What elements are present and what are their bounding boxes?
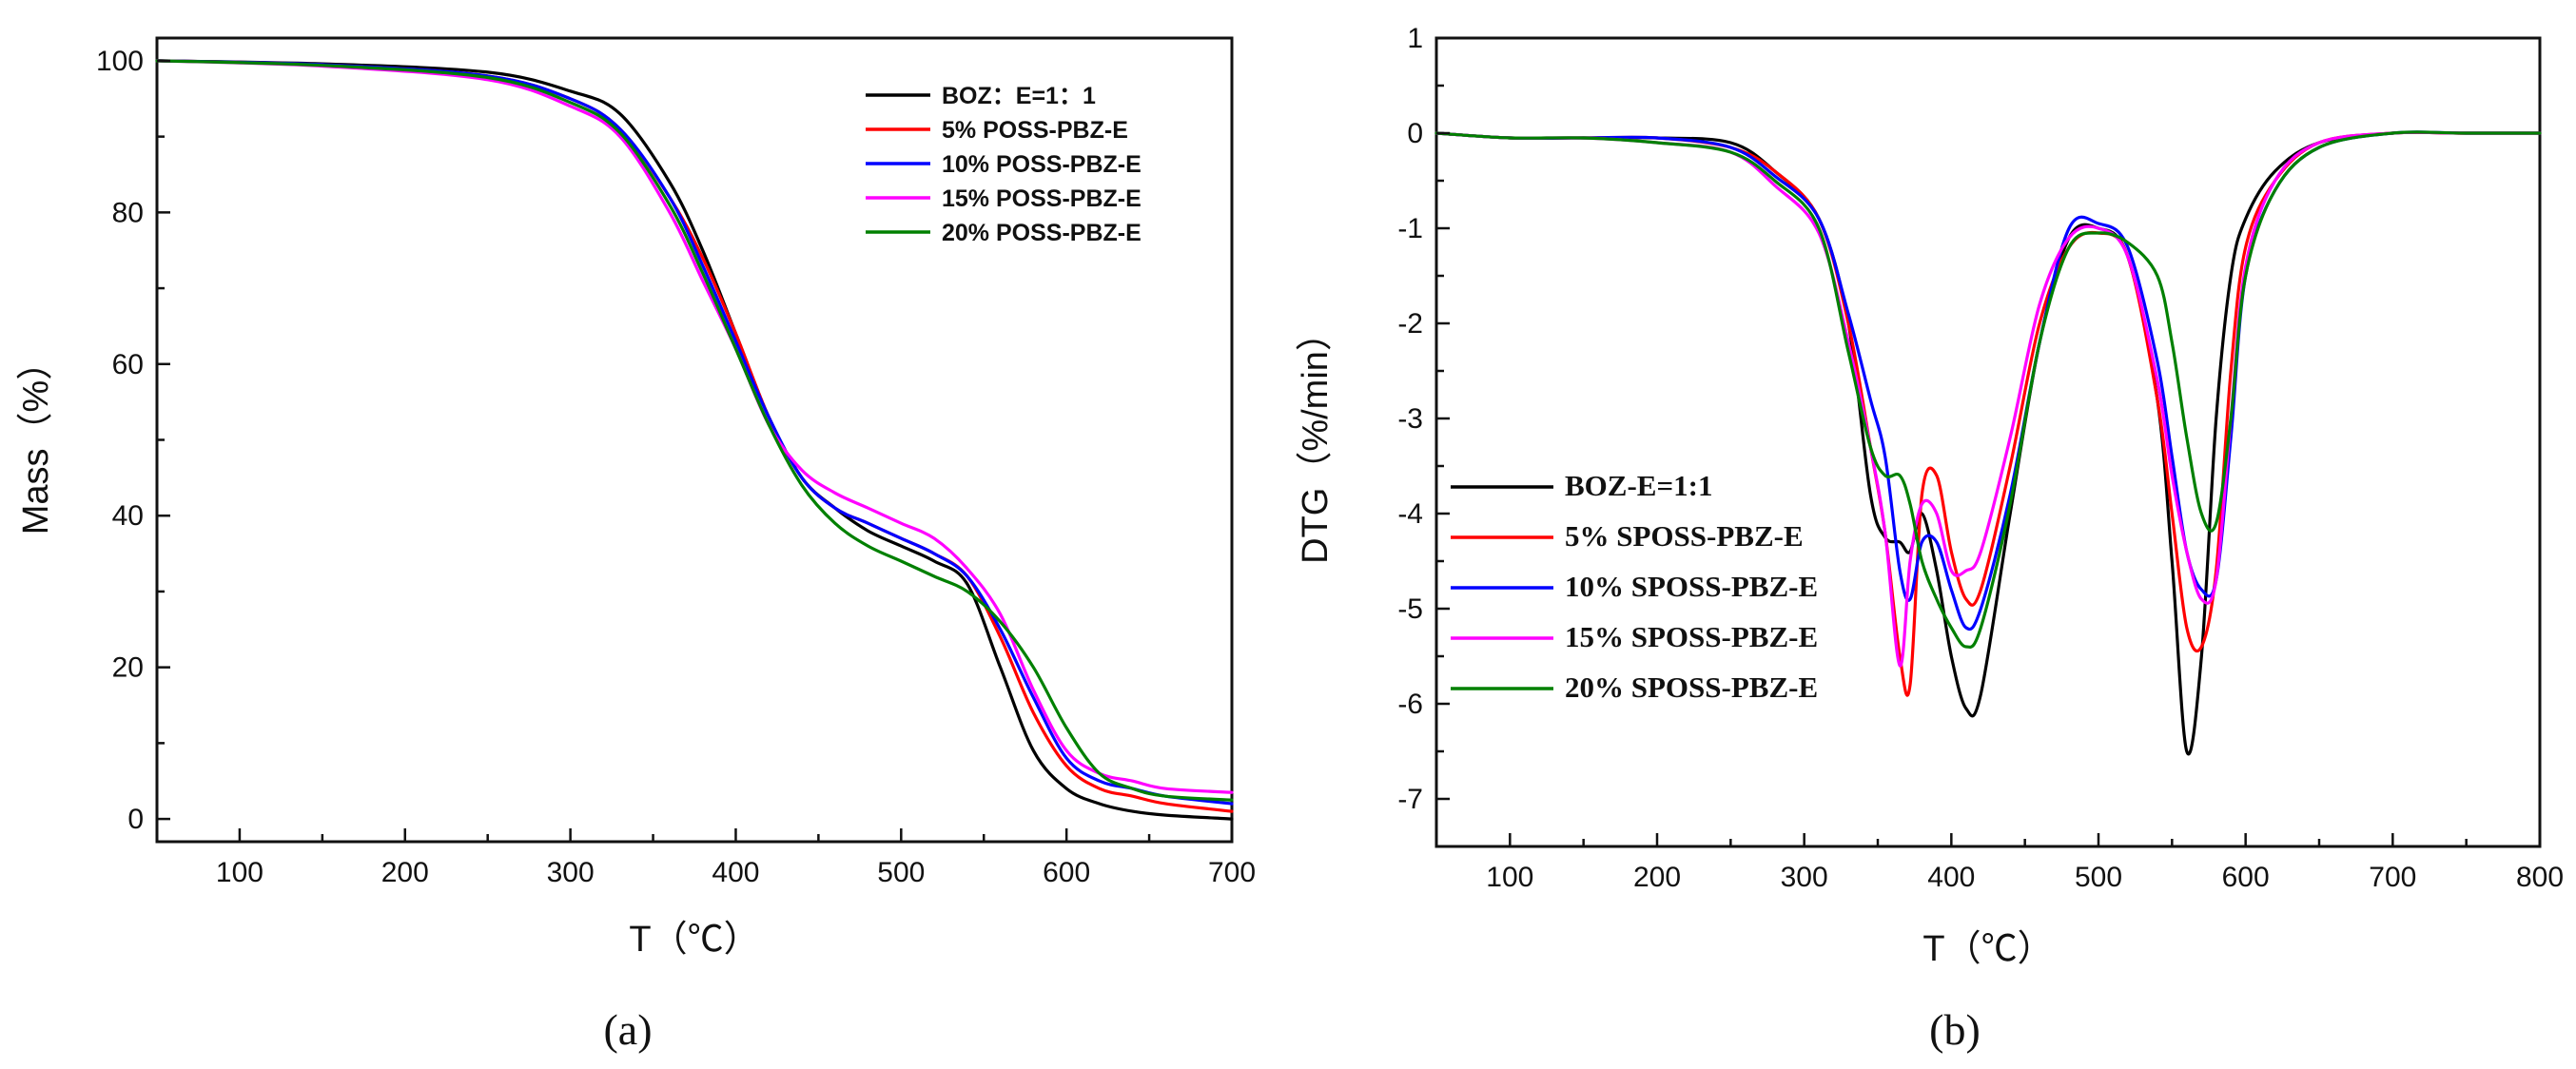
- y-tick-label: 80: [112, 197, 144, 228]
- x-tick-label: 300: [1781, 862, 1828, 893]
- x-tick-label: 400: [1927, 862, 1975, 893]
- series-line-15-poss-pbz-e: [155, 59, 1234, 794]
- y-tick-label: -7: [1397, 784, 1423, 815]
- x-tick-label: 500: [2075, 862, 2122, 893]
- y-tick-label: -3: [1397, 403, 1423, 435]
- x-tick-label: 700: [2369, 862, 2416, 893]
- x-ticks-a: 100 200 300 400 500 600 700: [216, 828, 1256, 888]
- legend-label-20-poss-pbz-e: 20% POSS-PBZ-E: [942, 220, 1142, 246]
- legend-label-5-sposs-pbz-e: 5% SPOSS-PBZ-E: [1565, 519, 1804, 553]
- x-tick-label: 100: [216, 857, 263, 888]
- legend-label-15-poss-pbz-e: 15% POSS-PBZ-E: [942, 185, 1142, 212]
- panel-b: 100 200 300 400 500 600 700 800 -7 -6 -5 -4 -3 -2 -1 0…: [1296, 23, 2564, 1054]
- x-tick-label: 200: [381, 857, 429, 888]
- y-tick-label: -5: [1397, 593, 1423, 625]
- x-tick-label: 700: [1208, 857, 1256, 888]
- y-axis-title-a: Mass（%）: [16, 344, 56, 535]
- x-tick-label: 400: [712, 857, 759, 888]
- legend-label-10-sposs-pbz-e: 10% SPOSS-PBZ-E: [1565, 570, 1818, 603]
- series-line-5-sposs-pbz-e: [1434, 130, 2542, 697]
- y-tick-label: 0: [1407, 118, 1423, 149]
- y-tick-label: 20: [112, 652, 144, 684]
- legend-label-15-sposs-pbz-e: 15% SPOSS-PBZ-E: [1565, 620, 1818, 653]
- legend-a: BOZ：E=1：1 5% POSS-PBZ-E 10% POSS-PBZ-E 15% …: [866, 83, 1142, 246]
- y-tick-label: -4: [1397, 498, 1423, 530]
- series-line-10-poss-pbz-e: [155, 59, 1234, 806]
- x-tick-label: 100: [1486, 862, 1533, 893]
- series-group-b: [1434, 130, 2542, 756]
- x-ticks-b: 100 200 300 400 500 600 700 800: [1486, 833, 2564, 893]
- y-tick-label: -6: [1397, 689, 1423, 720]
- x-tick-label: 300: [547, 857, 595, 888]
- series-group-a: [155, 59, 1234, 821]
- legend-label-boz-e-1-1: BOZ：E=1：1: [942, 83, 1096, 109]
- panel-label-a: (a): [603, 1005, 652, 1054]
- legend-label-20-sposs-pbz-e: 20% SPOSS-PBZ-E: [1565, 671, 1818, 704]
- x-tick-label: 600: [2222, 862, 2270, 893]
- x-tick-label: 200: [1633, 862, 1681, 893]
- y-axis-title-b: DTG（%/min）: [1296, 315, 1336, 564]
- y-tick-label: -2: [1397, 308, 1423, 340]
- series-line-10-sposs-pbz-e: [1434, 130, 2542, 632]
- y-tick-label: 40: [112, 500, 144, 532]
- y-tick-label: 100: [96, 46, 144, 77]
- legend-label-10-poss-pbz-e: 10% POSS-PBZ-E: [942, 151, 1142, 178]
- x-tick-label: 600: [1043, 857, 1090, 888]
- y-tick-label: 0: [127, 804, 144, 835]
- series-line-20-sposs-pbz-e: [1434, 130, 2542, 649]
- x-tick-label: 800: [2516, 862, 2564, 893]
- x-axis-title-a: T（℃）: [629, 920, 759, 960]
- plot-frame-b: [1434, 36, 2542, 848]
- x-axis-title-b: T（℃）: [1922, 929, 2053, 969]
- series-line-boz-e-1-1: [1434, 130, 2542, 756]
- x-tick-label: 500: [877, 857, 925, 888]
- series-line-20-poss-pbz-e: [155, 59, 1234, 802]
- panel-label-b: (b): [1929, 1005, 1981, 1054]
- legend-label-5-poss-pbz-e: 5% POSS-PBZ-E: [942, 117, 1128, 144]
- y-tick-label: 1: [1407, 23, 1423, 54]
- legend-label-boz-e-1-1: BOZ-E=1:1: [1565, 469, 1712, 502]
- legend-b: BOZ-E=1:1 5% SPOSS-PBZ-E 10% SPOSS-PBZ-E 15…: [1451, 469, 1818, 704]
- y-ticks-a: 0 20 40 60 80 100: [96, 46, 170, 835]
- y-ticks-b: -7 -6 -5 -4 -3 -2 -1 0 1: [1397, 23, 1450, 815]
- y-tick-label: 60: [112, 349, 144, 380]
- y-tick-label: -1: [1397, 213, 1423, 244]
